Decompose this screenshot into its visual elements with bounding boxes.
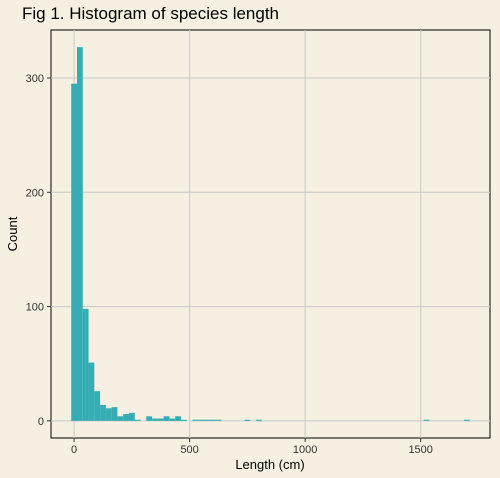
histogram-bar [94,391,101,421]
histogram-bar [71,83,77,421]
histogram-bar [175,416,181,421]
histogram-bar [163,416,170,421]
histogram-bar [76,47,83,421]
histogram-bar [117,416,124,421]
histogram-bar [146,416,153,421]
histogram-bar [82,308,89,421]
x-axis-title: Length (cm) [235,457,304,472]
histogram-bar [209,419,216,421]
histogram-bar [204,419,210,421]
y-tick-label: 300 [26,73,44,85]
y-tick-label: 200 [26,187,44,199]
histogram-bar [256,419,262,421]
x-tick-label: 0 [71,444,77,456]
y-axis-title: Count [5,216,20,251]
x-tick-label: 1500 [408,444,432,456]
histogram-bar [215,419,222,421]
histogram-bar [152,418,158,421]
x-axis-ticks: 0 500 1000 1500 [71,438,433,456]
histogram-bar [157,418,164,421]
x-tick-label: 1000 [293,444,317,456]
y-tick-label: 100 [26,302,44,314]
y-tick-label: 0 [38,416,44,428]
histogram-bar [464,419,470,421]
histogram-bar [128,412,135,421]
histogram-bar [105,408,112,421]
histogram-bar [134,419,141,421]
histogram-bar [423,419,430,421]
plot-panel [50,29,491,439]
histogram-bar [123,414,129,421]
histogram-bar [111,407,118,421]
histogram-bars [71,47,470,421]
histogram-bar [100,404,106,421]
histogram-bar [244,419,251,421]
histogram-bar [180,419,187,421]
x-tick-label: 500 [180,444,198,456]
histogram-bar [192,419,199,421]
histogram-bar [88,362,95,421]
y-axis-ticks: 0 100 200 300 [26,73,51,428]
histogram-bar [169,418,176,421]
chart-title: Fig 1. Histogram of species length [22,4,280,23]
histogram-bar [198,419,205,421]
